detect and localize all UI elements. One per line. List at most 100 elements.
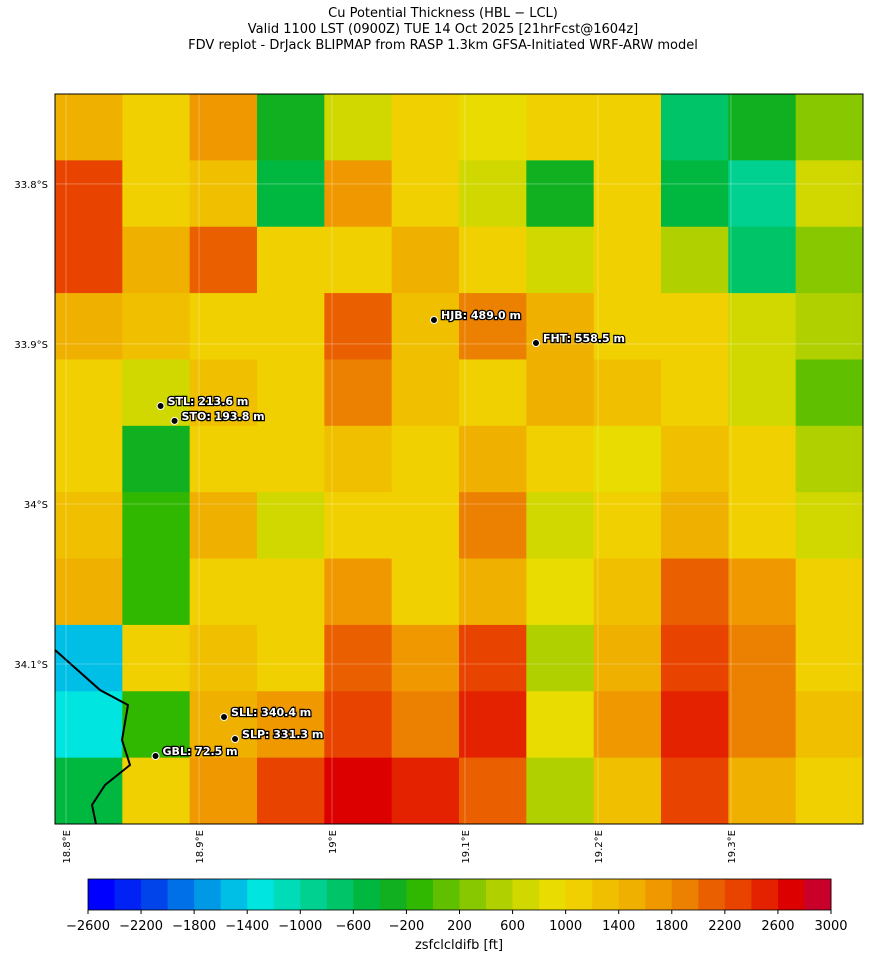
raster-cell: [189, 293, 258, 360]
x-tick-label: 19.1°E: [461, 830, 472, 864]
raster-cell: [189, 757, 258, 825]
colorbar-segment: [777, 879, 805, 910]
raster-cell: [122, 624, 191, 692]
colorbar-tick-label: 1800: [655, 919, 688, 934]
colorbar-segment: [486, 879, 514, 910]
raster-cell: [459, 425, 527, 493]
raster-cell: [661, 293, 729, 360]
station-marker: [531, 338, 540, 347]
raster-cell: [728, 425, 797, 493]
raster-cell: [661, 691, 729, 759]
raster-cell: [661, 757, 729, 825]
raster-cell: [391, 359, 460, 427]
raster-cell: [324, 691, 393, 759]
raster-cell: [324, 160, 393, 228]
raster-cell: [257, 94, 325, 161]
colorbar-tick-label: −2600: [66, 919, 110, 934]
raster-cell: [795, 558, 864, 626]
x-tick-label: 19°E: [328, 830, 339, 854]
colorbar-label: zsfclcldifb [ft]: [415, 938, 503, 953]
station-label: GBL: 72.5 m: [163, 745, 238, 758]
colorbar-tick-label: 1000: [549, 919, 582, 934]
colorbar-segment: [459, 879, 487, 910]
colorbar-segment: [751, 879, 779, 910]
raster-cell: [526, 94, 595, 161]
raster-cell: [728, 558, 797, 626]
raster-cell: [189, 160, 258, 228]
raster-cell: [55, 293, 123, 360]
raster-cell: [459, 624, 527, 692]
raster-cell: [257, 359, 325, 427]
colorbar-segment: [167, 879, 195, 910]
raster-cell: [728, 226, 797, 294]
raster: [55, 94, 864, 825]
x-tick-label: 18.9°E: [195, 830, 206, 864]
raster-cell: [526, 359, 595, 427]
raster-cell: [122, 691, 191, 759]
raster-cell: [391, 94, 460, 161]
raster-cell: [795, 359, 864, 427]
raster-cell: [122, 293, 191, 360]
raster-cell: [593, 624, 662, 692]
raster-cell: [257, 624, 325, 692]
colorbar-tick-label: −200: [389, 919, 425, 934]
raster-cell: [795, 160, 864, 228]
raster-cell: [391, 425, 460, 493]
raster-cell: [661, 558, 729, 626]
station-label: FHT: 558.5 m: [543, 332, 625, 345]
colorbar-tick-label: 2600: [761, 919, 794, 934]
raster-cell: [526, 293, 595, 360]
colorbar-tick-label: −2200: [119, 919, 163, 934]
raster-cell: [459, 160, 527, 228]
colorbar-segment: [539, 879, 567, 910]
raster-cell: [526, 691, 595, 759]
x-tick-label: 19.3°E: [727, 830, 738, 864]
raster-cell: [189, 691, 258, 759]
raster-cell: [189, 492, 258, 560]
raster-cell: [257, 558, 325, 626]
station-marker: [170, 416, 179, 425]
raster-cell: [593, 359, 662, 427]
raster-cell: [459, 226, 527, 294]
raster-cell: [728, 160, 797, 228]
colorbar-segment: [353, 879, 381, 910]
colorbar-segment: [379, 879, 407, 910]
raster-cell: [795, 691, 864, 759]
colorbar-segment: [698, 879, 726, 910]
raster-cell: [593, 160, 662, 228]
overlay: [54, 94, 863, 825]
colorbar-tick-label: 600: [500, 919, 525, 934]
raster-cell: [459, 691, 527, 759]
colorbar-segment: [88, 879, 116, 910]
raster-cell: [661, 94, 729, 161]
raster-cell: [257, 757, 325, 825]
station-marker: [220, 712, 229, 721]
raster-cell: [459, 94, 527, 161]
station-marker: [151, 751, 160, 760]
colorbar-tick-label: −600: [335, 919, 371, 934]
raster-cell: [391, 226, 460, 294]
colorbar-segment: [592, 879, 620, 910]
raster-cell: [189, 94, 258, 161]
raster-cell: [728, 624, 797, 692]
raster-cell: [55, 558, 123, 626]
raster-cell: [728, 359, 797, 427]
raster-cell: [391, 492, 460, 560]
colorbar-segment: [618, 879, 646, 910]
colorbar-segment: [247, 879, 275, 910]
title-line: Valid 1100 LST (0900Z) TUE 14 Oct 2025 […: [248, 22, 638, 37]
raster-cell: [526, 425, 595, 493]
colorbar-segment: [114, 879, 142, 910]
raster-cell: [55, 94, 123, 161]
raster-cell: [795, 94, 864, 161]
raster-cell: [391, 558, 460, 626]
raster-cell: [122, 558, 191, 626]
map-frame: [54, 93, 864, 825]
colorbar-segment: [194, 879, 222, 910]
colorbar-segment: [565, 879, 593, 910]
raster-cell: [122, 492, 191, 560]
station-label: HJB: 489.0 m: [441, 309, 521, 322]
raster-cell: [728, 94, 797, 161]
raster-cell: [324, 558, 393, 626]
raster-cell: [593, 425, 662, 493]
